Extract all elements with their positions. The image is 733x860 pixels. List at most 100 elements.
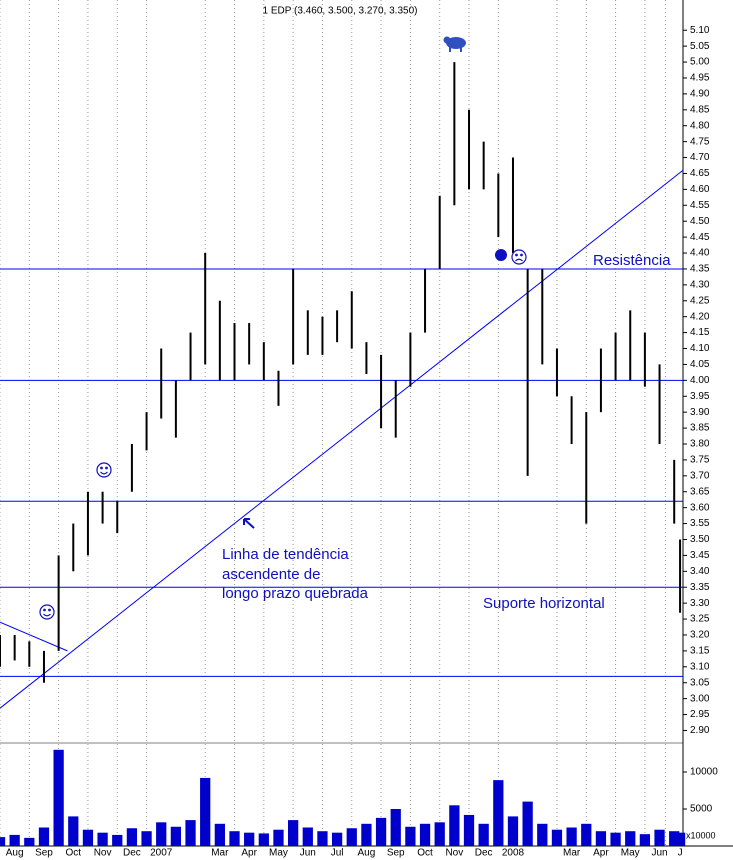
volume-bar bbox=[625, 831, 636, 846]
volume-bar bbox=[302, 827, 313, 846]
x-tick-label: Dec bbox=[475, 848, 493, 859]
x-tick-label: Sep bbox=[35, 848, 53, 859]
arrow bbox=[243, 518, 255, 529]
y-tick-label: 4.85 bbox=[690, 104, 710, 115]
y-tick-label: 3.30 bbox=[690, 598, 710, 609]
annotation: longo prazo quebrada bbox=[222, 585, 369, 602]
y-tick-label: 4.00 bbox=[690, 375, 710, 386]
x-tick-label: Jul bbox=[331, 848, 344, 859]
y-tick-label: 4.70 bbox=[690, 152, 710, 163]
x-tick-label: Mar bbox=[211, 848, 229, 859]
x-tick-label: Sep bbox=[387, 848, 405, 859]
annotation: Suporte horizontal bbox=[483, 595, 605, 612]
y-tick-label: 4.55 bbox=[690, 200, 710, 211]
y-tick-label: 4.15 bbox=[690, 327, 710, 338]
volume-bar bbox=[200, 777, 211, 846]
frown-icon bbox=[511, 249, 527, 265]
volume-bar bbox=[434, 822, 445, 846]
volume-bar bbox=[97, 832, 108, 846]
volume-bar bbox=[126, 828, 138, 846]
smiley-icon bbox=[96, 462, 112, 478]
trend-line bbox=[0, 169, 684, 709]
y-tick-label: 3.70 bbox=[690, 470, 710, 481]
y-tick-label: 4.65 bbox=[690, 168, 710, 179]
trend-line bbox=[0, 621, 68, 652]
y-tick-label: 3.60 bbox=[690, 502, 710, 513]
x-tick-label: May bbox=[621, 848, 640, 859]
volume-bar bbox=[507, 816, 519, 846]
volume-bar bbox=[674, 832, 686, 846]
y-tick-label: 3.15 bbox=[690, 646, 710, 657]
volume-bar bbox=[419, 823, 431, 846]
volume-bar bbox=[9, 834, 20, 846]
volume-bar bbox=[156, 822, 167, 846]
volume-unit-label: x10000 bbox=[686, 830, 716, 840]
volume-bar bbox=[170, 826, 182, 846]
x-tick-label: Jun bbox=[651, 848, 667, 859]
volume-bar bbox=[639, 834, 651, 846]
x-tick-label: Jun bbox=[300, 848, 316, 859]
y-tick-label: 3.40 bbox=[690, 566, 710, 577]
y-tick-label: 3.65 bbox=[690, 486, 710, 497]
volume-bar bbox=[273, 829, 284, 846]
y-tick-label: 3.45 bbox=[690, 550, 710, 561]
volume-bar bbox=[463, 814, 475, 846]
volume-bar bbox=[229, 831, 240, 846]
y-tick-label: 4.90 bbox=[690, 89, 710, 100]
volume-bar bbox=[141, 831, 152, 846]
volume-bar bbox=[493, 780, 504, 846]
annotation: ascendente de bbox=[222, 566, 320, 583]
y-tick-label: 3.10 bbox=[690, 661, 710, 672]
y-tick-label: 4.80 bbox=[690, 120, 710, 131]
volume-bar bbox=[375, 817, 387, 846]
y-tick-label: 4.95 bbox=[690, 73, 710, 84]
volume-bar bbox=[449, 805, 460, 846]
x-tick-label: May bbox=[269, 848, 288, 859]
y-tick-label: 4.50 bbox=[690, 216, 710, 227]
volume-bar bbox=[610, 832, 621, 846]
volume-bar bbox=[82, 829, 94, 846]
volume-bar bbox=[522, 801, 533, 846]
y-tick-label: 2.95 bbox=[690, 709, 710, 720]
y-tick-label: 3.35 bbox=[690, 582, 710, 593]
signal-dot bbox=[495, 249, 507, 261]
x-tick-label: Aug bbox=[358, 848, 376, 859]
y-tick-label: 3.95 bbox=[690, 391, 710, 402]
x-tick-label: Nov bbox=[445, 848, 463, 859]
annotation: Resistência bbox=[593, 252, 671, 269]
icons bbox=[39, 36, 527, 620]
volume-bar bbox=[0, 837, 6, 846]
volume-bar bbox=[38, 827, 50, 846]
volume-bar bbox=[244, 832, 255, 846]
volume-bar bbox=[551, 829, 563, 846]
x-tick-label: Dec bbox=[123, 848, 141, 859]
volume-bar bbox=[566, 827, 577, 846]
y-tick-label: 3.20 bbox=[690, 630, 710, 641]
x-tick-label: 2007 bbox=[150, 848, 173, 859]
volume-bar bbox=[258, 833, 269, 846]
y-tick-label: 3.75 bbox=[690, 455, 710, 466]
x-tick-label: J bbox=[678, 848, 683, 859]
y-tick-label: 3.90 bbox=[690, 407, 710, 418]
y-tick-label: 3.80 bbox=[690, 439, 710, 450]
volume-bar bbox=[331, 832, 343, 846]
volume-bar bbox=[68, 816, 79, 846]
annotation: Linha de tendência bbox=[222, 546, 349, 563]
y-tick-label: 3.05 bbox=[690, 677, 710, 688]
volume-bar bbox=[288, 820, 299, 846]
volume-bar bbox=[390, 809, 401, 846]
x-tick-label: Oct bbox=[66, 848, 82, 859]
volume-bar bbox=[214, 823, 225, 846]
volume-bar bbox=[53, 749, 64, 846]
x-tick-label: Apr bbox=[593, 848, 609, 859]
y-tick-label: 4.25 bbox=[690, 295, 710, 306]
y-tick-label: 3.55 bbox=[690, 518, 710, 529]
volume-bar bbox=[346, 828, 357, 846]
y-tick-label: 3.85 bbox=[690, 423, 710, 434]
smiley-icon bbox=[39, 604, 55, 620]
x-tick-label: Nov bbox=[94, 848, 112, 859]
x-tick-label: Mar bbox=[563, 848, 581, 859]
y-tick-label: 5.05 bbox=[690, 41, 710, 52]
